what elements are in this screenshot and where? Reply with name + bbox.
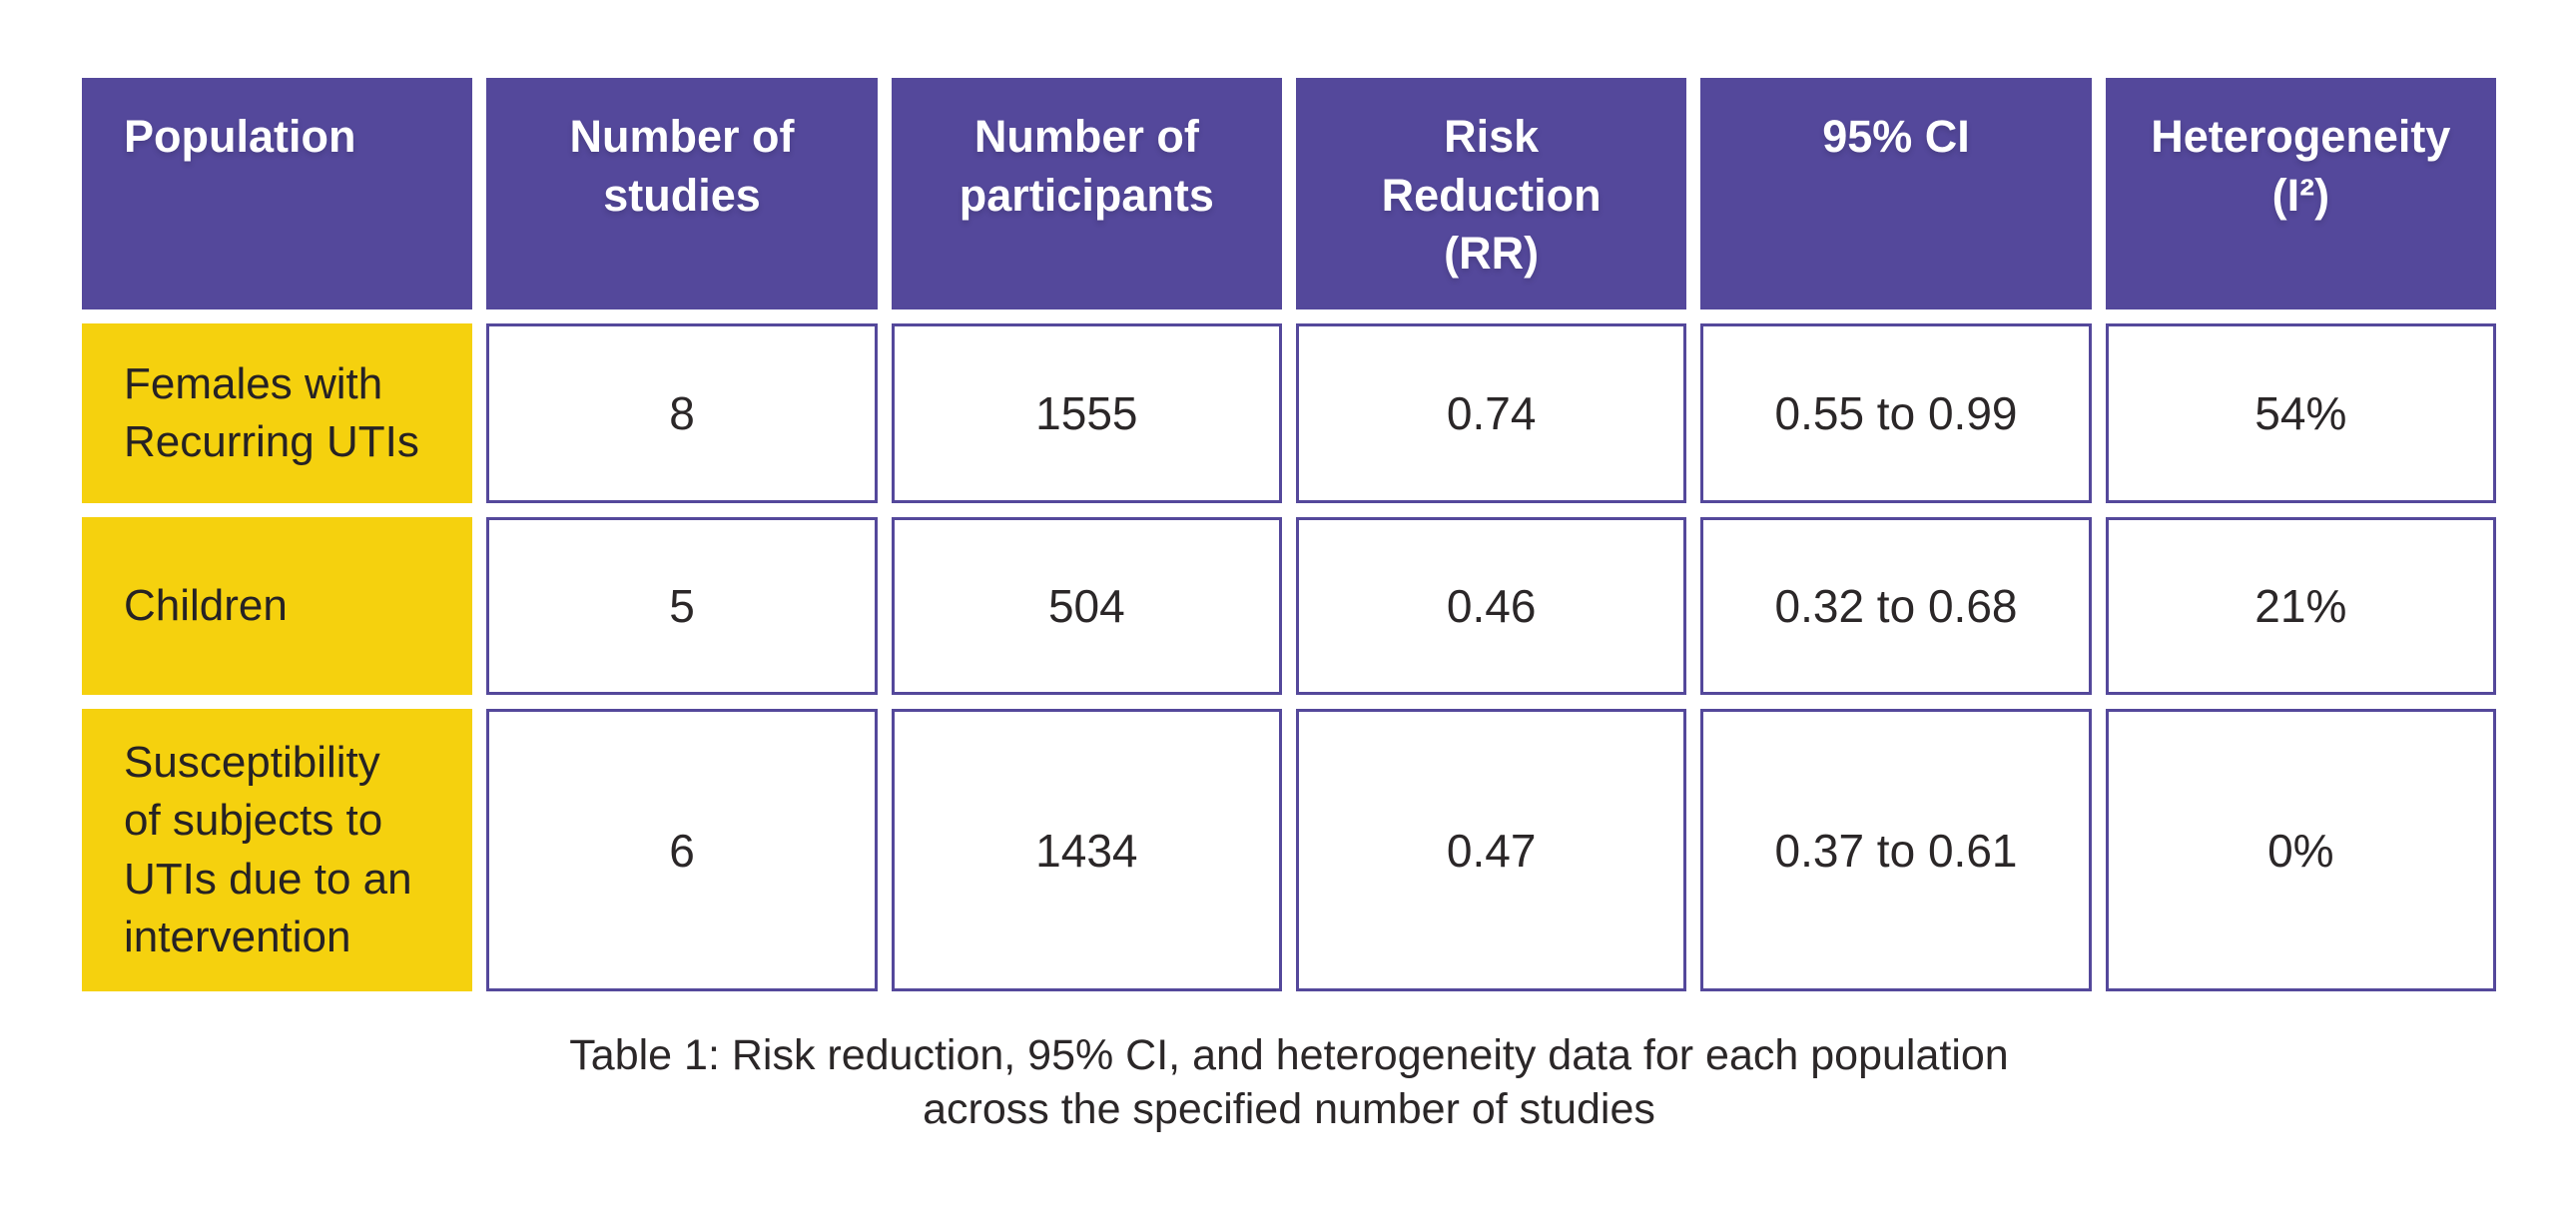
header-cell-population: Population (82, 78, 473, 309)
cell-heterogeneity-row1: 54% (2105, 323, 2496, 503)
cell-studies-row1: 8 (486, 323, 878, 503)
cell-ci-row3: 0.37 to 0.61 (1700, 709, 2092, 991)
cell-studies-row2: 5 (486, 517, 878, 695)
header-cell-95-ci: 95% CI (1700, 78, 2092, 309)
cell-rr-row3: 0.47 (1296, 709, 1687, 991)
table-caption: Table 1: Risk reduction, 95% CI, and het… (569, 1031, 2009, 1134)
cell-participants-row3: 1434 (891, 709, 1282, 991)
cell-heterogeneity-row3: 0% (2105, 709, 2496, 991)
cell-participants-row1: 1555 (891, 323, 1282, 503)
cell-ci-row2: 0.32 to 0.68 (1700, 517, 2092, 695)
row-label-females-recurring-utis: Females with Recurring UTIs (82, 323, 473, 503)
cell-heterogeneity-row2: 21% (2105, 517, 2496, 695)
cell-rr-row1: 0.74 (1296, 323, 1687, 503)
cell-studies-row3: 6 (486, 709, 878, 991)
cell-ci-row1: 0.55 to 0.99 (1700, 323, 2092, 503)
cell-rr-row2: 0.46 (1296, 517, 1687, 695)
header-cell-participants: Number of participants (891, 78, 1282, 309)
cell-participants-row2: 504 (891, 517, 1282, 695)
header-cell-studies: Number of studies (486, 78, 878, 309)
header-cell-risk-reduction: Risk Reduction (RR) (1296, 78, 1687, 309)
row-label-children: Children (82, 517, 473, 695)
header-cell-heterogeneity: Heterogeneity (I²) (2105, 78, 2496, 309)
row-label-susceptibility-intervention: Susceptibility of subjects to UTIs due t… (82, 709, 473, 991)
data-table: Population Number of studies Number of p… (82, 78, 2496, 991)
